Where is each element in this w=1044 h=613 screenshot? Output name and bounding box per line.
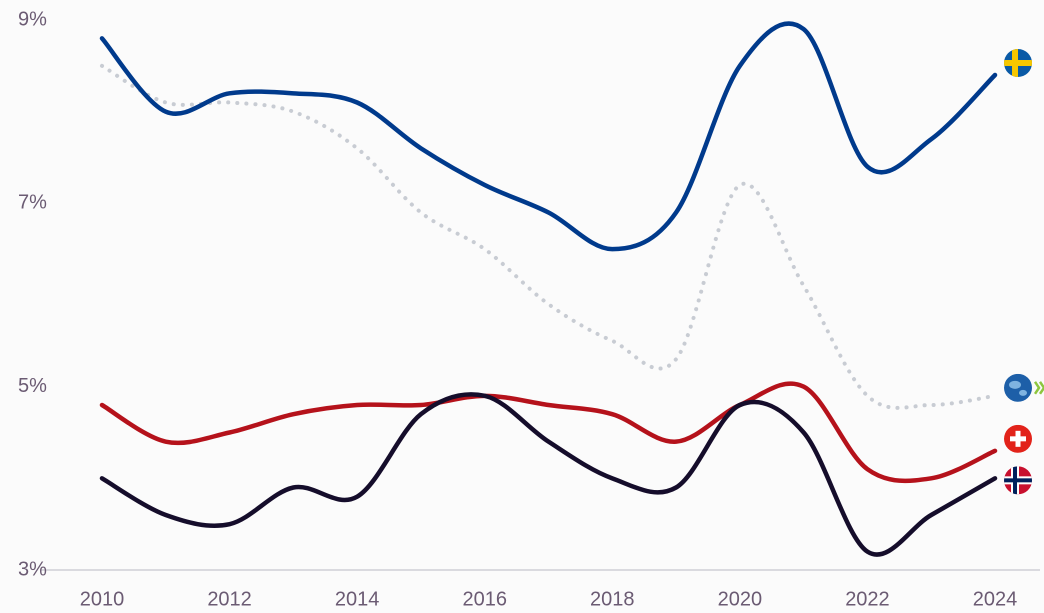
x-tick-label: 2016 xyxy=(462,588,507,610)
x-tick-label: 2024 xyxy=(973,588,1018,610)
flag-icon xyxy=(1004,424,1033,453)
flag-cross xyxy=(1013,466,1018,495)
x-tick-label: 2012 xyxy=(207,588,252,610)
series-line xyxy=(99,392,998,557)
series-line xyxy=(99,381,998,484)
y-tick-label: 3% xyxy=(18,558,47,580)
x-tick-label: 2020 xyxy=(718,588,763,610)
flag-icon xyxy=(1004,373,1044,402)
flag-cross xyxy=(1015,430,1021,447)
flag-icon xyxy=(1004,466,1033,495)
globe-land xyxy=(1009,380,1022,389)
flag-cross xyxy=(1004,478,1033,483)
x-tick-label: 2022 xyxy=(845,588,890,610)
flag xyxy=(1004,466,1033,495)
y-tick-label: 5% xyxy=(18,375,47,397)
flag xyxy=(1004,424,1033,453)
x-tick-label: 2014 xyxy=(335,588,380,610)
series-line xyxy=(99,63,998,410)
y-tick-label: 9% xyxy=(18,8,47,30)
x-tick-label: 2010 xyxy=(80,588,125,610)
flag-cross xyxy=(1012,49,1019,77)
flag xyxy=(1004,373,1033,402)
globe-land xyxy=(1019,389,1028,396)
flag xyxy=(1004,49,1033,77)
x-tick-label: 2018 xyxy=(590,588,635,610)
series-line xyxy=(99,21,998,252)
chevrons xyxy=(1033,381,1044,395)
flag-icon xyxy=(1004,49,1033,77)
y-tick-label: 7% xyxy=(18,192,47,214)
